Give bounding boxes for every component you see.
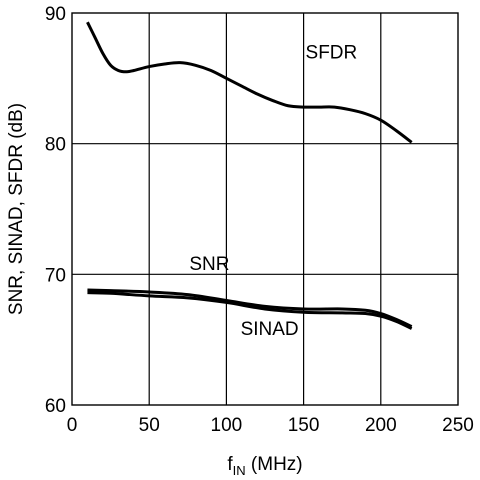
y-tick-label: 60 xyxy=(45,396,66,417)
y-tick-label: 70 xyxy=(45,265,66,286)
y-axis-label: SNR, SINAD, SFDR (dB) xyxy=(6,103,27,315)
x-tick-label: 250 xyxy=(442,415,474,436)
x-tick-label: 0 xyxy=(67,415,78,436)
x-axis-label-unit: (MHz) xyxy=(246,454,303,475)
series-annotations: SFDR SNR SINAD xyxy=(189,43,357,340)
x-tick-label: 200 xyxy=(365,415,397,436)
series-line-sinad xyxy=(87,291,413,330)
y-tick-label: 80 xyxy=(45,135,66,156)
x-tick-label: 150 xyxy=(288,415,320,436)
annotation-snr: SNR xyxy=(189,254,229,275)
x-axis-label: fIN (MHz) xyxy=(227,454,302,478)
y-tick-label: 90 xyxy=(45,4,66,25)
x-axis-label-main: f xyxy=(227,454,233,475)
series-line-sfdr xyxy=(86,21,413,144)
x-tick-label: 100 xyxy=(211,415,243,436)
x-tick-label: 50 xyxy=(139,415,160,436)
annotation-sinad: SINAD xyxy=(241,319,299,340)
series-lines xyxy=(86,21,413,330)
annotation-sfdr: SFDR xyxy=(306,43,358,64)
x-axis-label-subscript: IN xyxy=(233,463,246,478)
tick-labels: 0 50 100 150 200 250 60 70 80 90 xyxy=(45,4,474,436)
plot-frame xyxy=(71,12,459,406)
series-line-snr xyxy=(87,288,413,328)
